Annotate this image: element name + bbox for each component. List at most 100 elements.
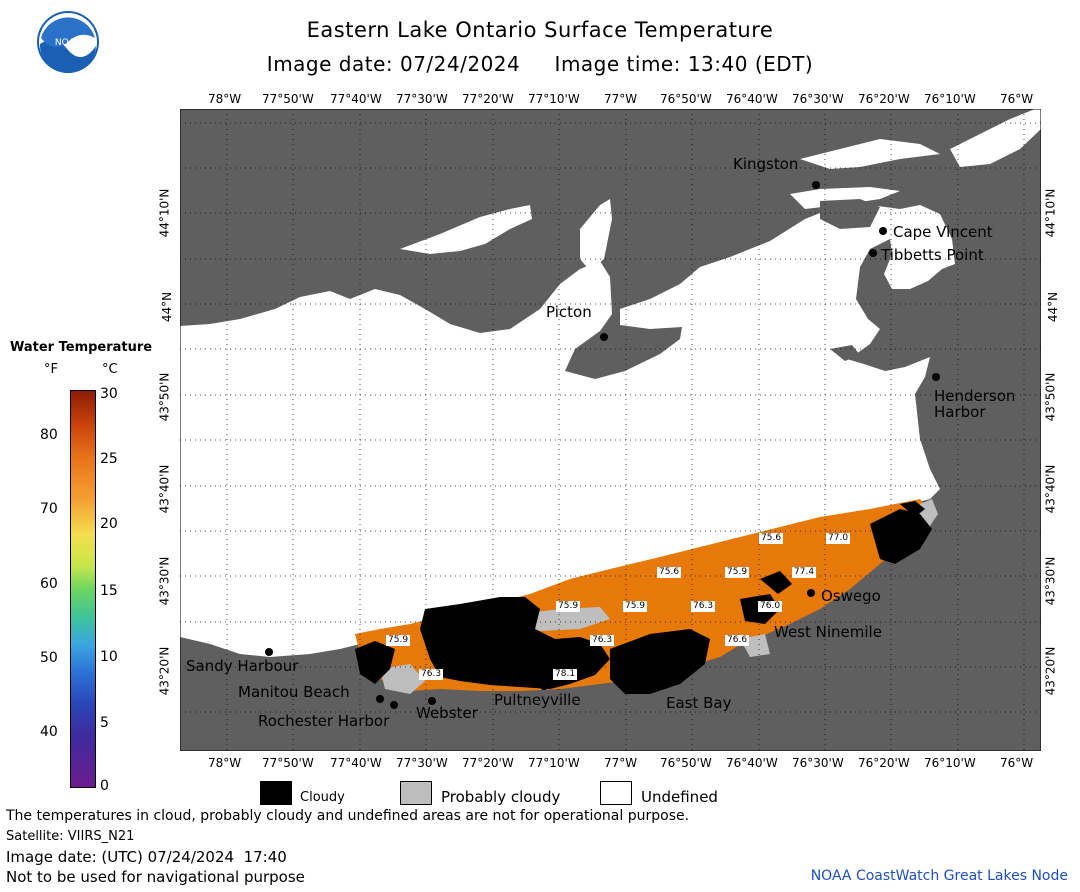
cape-vincent-marker: [879, 227, 887, 235]
legend-probably-cloudy-swatch: [400, 781, 432, 805]
lon-tick: 76°W: [1000, 756, 1034, 770]
legend-probably-cloudy-label: Probably cloudy: [441, 788, 561, 806]
temp-label: 75.9: [623, 601, 648, 612]
picton-marker: [600, 333, 608, 341]
lon-tick: 77°50'W: [262, 92, 314, 106]
lat-tick: 43°20'N: [1043, 646, 1058, 696]
map-frame: Kingston Cape Vincent Tibbetts Point Pic…: [179, 108, 1042, 752]
legend-cloudy-label: Cloudy: [300, 790, 345, 805]
lake-undefined-area: [180, 205, 955, 657]
pultneyville-marker: [540, 682, 548, 690]
map-title: Eastern Lake Ontario Surface Temperature: [306, 18, 774, 42]
lat-tick: 44°10'N: [157, 188, 172, 238]
lon-tick: 76°30'W: [792, 756, 844, 770]
probably-cloudy-area: [380, 664, 425, 694]
lat-tick: 43°50'N: [157, 372, 172, 422]
colorbar-c-tick: 0: [100, 778, 109, 794]
colorbar-c-tick: 15: [100, 583, 118, 599]
tibbetts-point-marker: [869, 249, 877, 257]
label-manitou-beach: Manitou Beach: [238, 683, 350, 701]
lake-undefined-area: [950, 109, 1041, 167]
island: [690, 199, 780, 241]
cloud-area: [610, 629, 710, 694]
temp-label: 77.4: [792, 567, 817, 578]
temp-label: 76.6: [725, 635, 750, 646]
manitou-beach-marker: [376, 695, 384, 703]
oswego-marker: [807, 589, 815, 597]
colorbar-f-tick: 60: [40, 576, 58, 592]
footer-navigation: Not to be used for navigational purpose: [6, 868, 305, 886]
island: [905, 287, 928, 309]
colorbar-c-tick: 20: [100, 516, 118, 532]
cloud-area: [355, 641, 395, 684]
label-west-ninemile: West Ninemile: [774, 623, 882, 641]
label-henderson-harbor-1: Henderson: [934, 387, 1016, 405]
label-webster: Webster: [416, 704, 478, 722]
legend-cloudy-swatch: [260, 781, 292, 805]
footer-disclaimer: The temperatures in cloud, probably clou…: [6, 808, 690, 824]
temp-label: 76.3: [590, 635, 615, 646]
sandy-harbour-marker: [265, 648, 273, 656]
lon-tick: 76°30'W: [792, 92, 844, 106]
island: [940, 299, 970, 324]
noaa-logo: NOAA: [36, 10, 100, 74]
label-sandy-harbour: Sandy Harbour: [186, 657, 299, 675]
kingston-marker: [812, 181, 820, 189]
city-markers: [265, 181, 940, 709]
label-pultneyville: Pultneyville: [494, 691, 581, 709]
footer-utc-date: Image date: (UTC) 07/24/2024 17:40: [6, 848, 287, 866]
lat-tick: 43°30'N: [1043, 556, 1058, 606]
lon-tick: 76°50'W: [660, 756, 712, 770]
lon-tick: 77°40'W: [330, 92, 382, 106]
label-picton: Picton: [546, 303, 592, 321]
lat-tick: 44°N: [160, 291, 175, 323]
lon-tick: 76°50'W: [660, 92, 712, 106]
lake-undefined-area: [790, 187, 900, 209]
cloud-area: [420, 597, 610, 689]
island: [880, 347, 898, 363]
lat-tick: 43°40'N: [1043, 464, 1058, 514]
lon-tick: 77°20'W: [462, 756, 514, 770]
label-cape-vincent: Cape Vincent: [893, 223, 993, 241]
lat-tick: 43°40'N: [157, 464, 172, 514]
temp-label: 75.9: [556, 601, 581, 612]
map-subtitle: Image date: 07/24/2024 Image time: 13:40…: [266, 52, 814, 76]
lon-tick: 76°40'W: [726, 92, 778, 106]
graticule: [180, 109, 1041, 751]
lon-tick: 76°40'W: [726, 756, 778, 770]
legend-undefined-swatch: [600, 781, 632, 805]
lat-tick: 43°20'N: [157, 646, 172, 696]
svg-text:NOAA: NOAA: [55, 38, 82, 48]
footer-satellite: Satellite: VIIRS_N21: [6, 829, 135, 844]
colorbar-f-tick: 80: [40, 427, 58, 443]
temp-label: 75.6: [657, 567, 682, 578]
temp-label: 75.9: [386, 635, 411, 646]
rochester-harbor-marker: [390, 701, 398, 709]
lat-tick: 44°10'N: [1043, 188, 1058, 238]
label-henderson-harbor-2: Harbor: [934, 403, 986, 421]
lon-tick: 77°10'W: [528, 756, 580, 770]
island: [820, 199, 880, 229]
lon-tick: 76°20'W: [858, 756, 910, 770]
cloud-area: [870, 509, 932, 564]
temp-label: 78.1: [553, 669, 578, 680]
temp-label: 76.3: [691, 601, 716, 612]
lat-tick: 43°30'N: [157, 556, 172, 606]
colorbar-f-tick: 50: [40, 650, 58, 666]
cloud-area: [760, 571, 792, 594]
temp-label: 76.0: [758, 601, 783, 612]
colorbar-f-tick: 40: [40, 724, 58, 740]
lon-tick: 77°W: [604, 756, 638, 770]
label-kingston: Kingston: [733, 155, 799, 173]
label-oswego: Oswego: [821, 587, 881, 605]
lon-tick: 77°30'W: [396, 92, 448, 106]
temp-label: 76.3: [419, 669, 444, 680]
footer-credit: NOAA CoastWatch Great Lakes Node: [810, 868, 1068, 884]
lon-tick: 78°W: [208, 756, 242, 770]
colorbar-unit-c: °C: [102, 362, 118, 377]
lake-undefined-area: [400, 205, 532, 254]
colorbar-f-tick: 70: [40, 501, 58, 517]
lon-tick: 76°10'W: [924, 756, 976, 770]
colorbar-c-tick: 10: [100, 649, 118, 665]
west-ninemile-marker: [760, 613, 768, 621]
